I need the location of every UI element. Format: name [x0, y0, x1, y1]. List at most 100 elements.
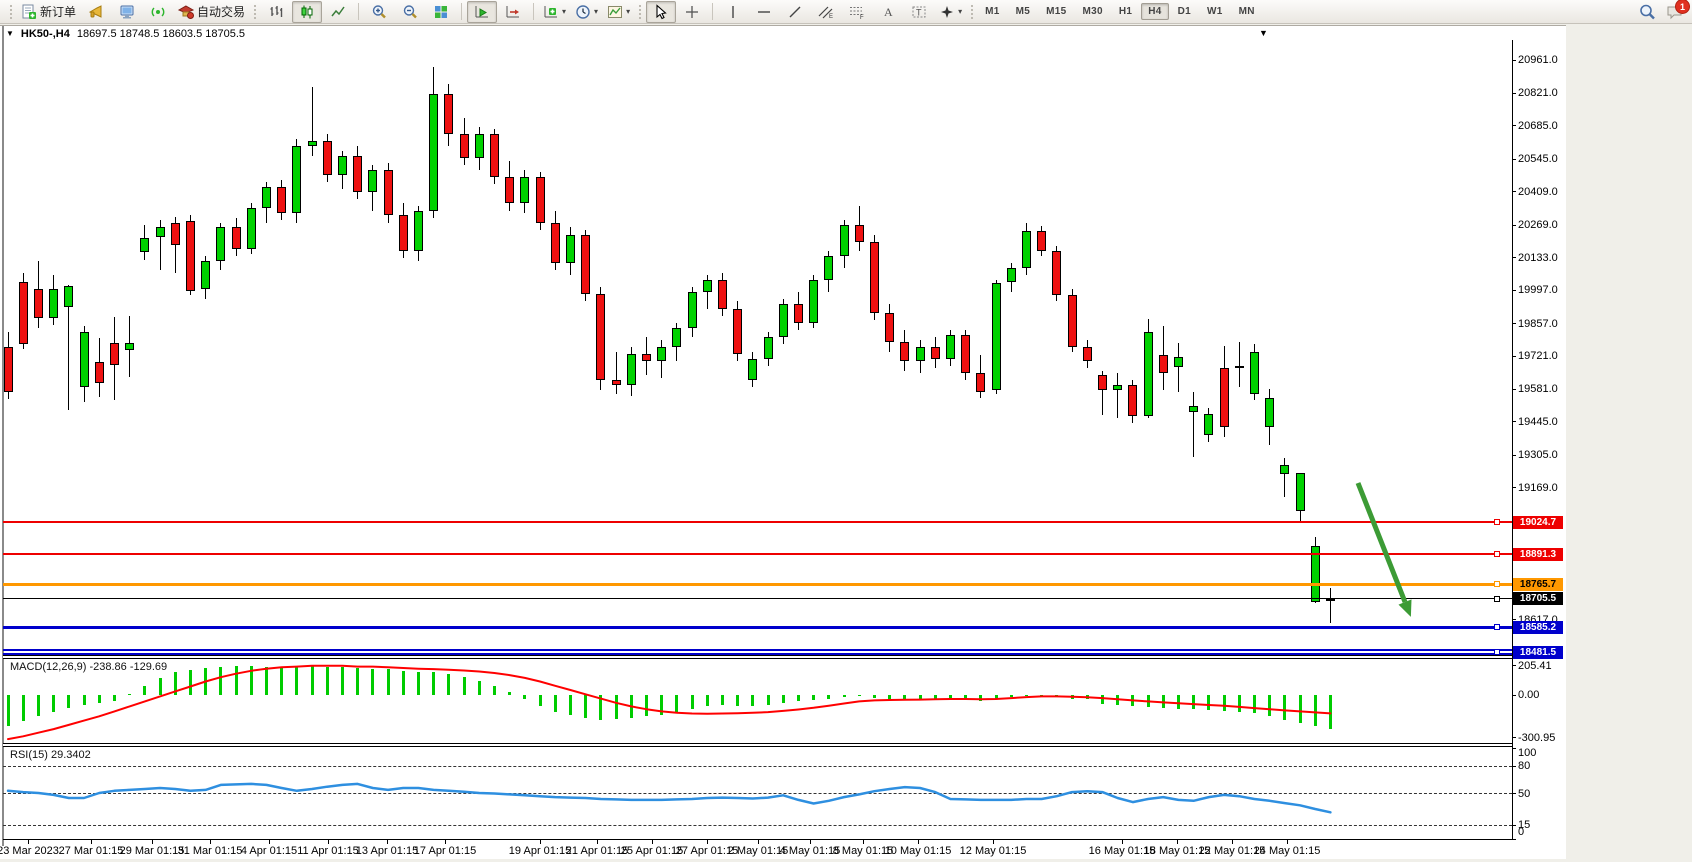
horizontal-level-line[interactable]: [3, 649, 1512, 655]
zoom-out-button[interactable]: [395, 1, 425, 23]
horizontal-level-line[interactable]: [3, 598, 1512, 600]
time-axis-tick: [328, 840, 329, 844]
macd-histogram-bar: [401, 670, 405, 695]
candlestick-mode-button[interactable]: [292, 0, 323, 23]
candle-body: [185, 221, 195, 291]
timeframe-button-d1[interactable]: D1: [1177, 6, 1191, 17]
macd-histogram-bar: [872, 695, 876, 698]
channel-icon: E: [817, 4, 835, 20]
shapes-icon: [939, 4, 955, 20]
macd-histogram-bar: [1161, 695, 1165, 708]
auto-scroll-button[interactable]: [467, 0, 498, 23]
text-tool-button[interactable]: A: [873, 1, 903, 23]
timeframe-button-m1[interactable]: M1: [985, 6, 1000, 17]
macd-histogram-bar: [143, 686, 147, 695]
timeframe-button-m5[interactable]: M5: [1015, 6, 1031, 17]
tile-windows-button[interactable]: [426, 1, 456, 23]
svg-text:E: E: [829, 14, 833, 20]
time-axis-label: 12 May 01:15: [959, 845, 1027, 857]
equidistant-channel-tool-button[interactable]: E: [811, 1, 841, 23]
macd-histogram-bar: [857, 695, 861, 697]
timeframe-button-h1[interactable]: H1: [1118, 6, 1133, 17]
cursor-button[interactable]: [646, 0, 677, 23]
line-chart-mode-button[interactable]: [323, 1, 353, 23]
candle-body: [641, 353, 651, 362]
timeframe-button-m15[interactable]: M15: [1046, 6, 1067, 17]
candle-body: [155, 227, 165, 237]
macd-rsi-separator[interactable]: [3, 743, 1512, 747]
fibonacci-icon: F: [848, 4, 866, 20]
trendline-tool-button[interactable]: [780, 1, 810, 23]
macd-histogram-bar: [1328, 695, 1332, 729]
macd-scale-label: -300.95: [1518, 731, 1556, 744]
horizontal-level-line[interactable]: [3, 582, 1512, 586]
candle-body: [353, 155, 363, 192]
candle-body: [505, 177, 515, 204]
new-order-icon: [21, 4, 37, 20]
indicators-button[interactable]: ▾: [539, 1, 570, 23]
chart-symbol-period: HK50-,H4: [20, 27, 70, 40]
new-order-button[interactable]: 新订单: [17, 1, 80, 23]
macd-histogram-bar: [979, 695, 983, 701]
main-macd-separator[interactable]: [3, 655, 1512, 659]
auto-trading-button[interactable]: 自动交易: [174, 1, 249, 23]
market-watch-button[interactable]: [81, 1, 111, 23]
search-icon[interactable]: [1638, 3, 1656, 21]
horizontal-level-line[interactable]: [3, 625, 1512, 629]
terminal-button[interactable]: [112, 1, 142, 23]
price-axis-label: 20545.0: [1518, 153, 1558, 166]
price-axis-tick: [1512, 289, 1516, 291]
price-axis-label: 20685.0: [1518, 119, 1558, 132]
candle-wick: [1177, 343, 1179, 393]
chart-dropdown-icon[interactable]: ▼: [6, 29, 14, 38]
time-axis-tick: [993, 840, 994, 844]
price-axis-label: 19997.0: [1518, 284, 1558, 297]
vertical-line-tool-button[interactable]: [718, 1, 748, 23]
zoom-in-button[interactable]: [364, 1, 394, 23]
timeframe-button-w1[interactable]: W1: [1206, 6, 1223, 17]
macd-histogram-bar: [325, 666, 329, 695]
candle-body: [839, 224, 849, 256]
rsi-scale-tick: [1512, 765, 1516, 767]
candle-body: [611, 380, 621, 385]
fibonacci-tool-button[interactable]: F: [842, 1, 872, 23]
candle-body: [170, 222, 180, 246]
price-axis-tick: [1512, 421, 1516, 423]
crosshair-button[interactable]: [677, 1, 707, 23]
timeframe-button-mn[interactable]: MN: [1238, 6, 1255, 17]
macd-histogram-bar: [918, 695, 922, 700]
macd-histogram-bar: [112, 695, 116, 702]
clock-icon: [575, 4, 591, 20]
text-label-tool-button[interactable]: T: [904, 1, 934, 23]
candlestick-icon: [299, 4, 315, 20]
horizontal-level-line[interactable]: [3, 521, 1512, 524]
candle-body: [565, 234, 575, 264]
macd-histogram-bar: [477, 680, 481, 695]
candle-body: [945, 334, 955, 359]
bar-chart-mode-button[interactable]: [261, 1, 291, 23]
horizontal-line-tool-button[interactable]: [749, 1, 779, 23]
arrows-tool-button[interactable]: ▾: [935, 1, 966, 23]
time-axis-label: 4 May 01:15: [779, 845, 841, 857]
templates-button[interactable]: ▾: [603, 1, 634, 23]
macd-histogram-bar: [462, 676, 466, 695]
notifications-button[interactable]: 1: [1666, 0, 1690, 20]
horizontal-level-line[interactable]: [3, 553, 1512, 556]
candle-body: [930, 346, 940, 359]
timeframe-button-h4[interactable]: H4: [1141, 3, 1169, 20]
macd-histogram-bar: [690, 695, 694, 710]
candle-body: [140, 238, 150, 253]
signals-button[interactable]: [143, 1, 173, 23]
macd-histogram-bar: [1146, 695, 1150, 708]
periods-button[interactable]: ▾: [571, 1, 602, 23]
price-level-badge: 18705.5: [1513, 592, 1563, 606]
candle-body: [1295, 473, 1305, 512]
macd-histogram-bar: [751, 695, 755, 707]
timeframe-button-m30[interactable]: M30: [1082, 6, 1103, 17]
macd-scale-tick: [1512, 665, 1516, 667]
macd-histogram-bar: [1298, 695, 1302, 724]
level-line-anchor: [1494, 595, 1500, 602]
dropdown-arrow-icon: ▾: [562, 7, 567, 16]
chart-shift-button[interactable]: [498, 1, 528, 23]
